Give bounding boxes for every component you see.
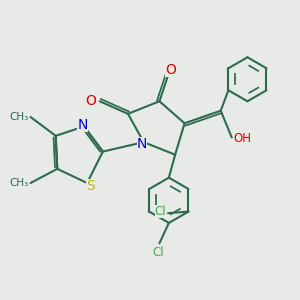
Text: CH₃: CH₃ xyxy=(10,112,29,122)
Text: N: N xyxy=(137,137,147,151)
Text: O: O xyxy=(86,94,97,108)
Text: N: N xyxy=(77,118,88,132)
Text: S: S xyxy=(86,179,95,193)
Text: OH: OH xyxy=(233,133,251,146)
Text: Cl: Cl xyxy=(152,247,164,260)
Text: O: O xyxy=(165,63,176,77)
Text: Cl: Cl xyxy=(155,205,167,218)
Text: CH₃: CH₃ xyxy=(10,178,29,188)
